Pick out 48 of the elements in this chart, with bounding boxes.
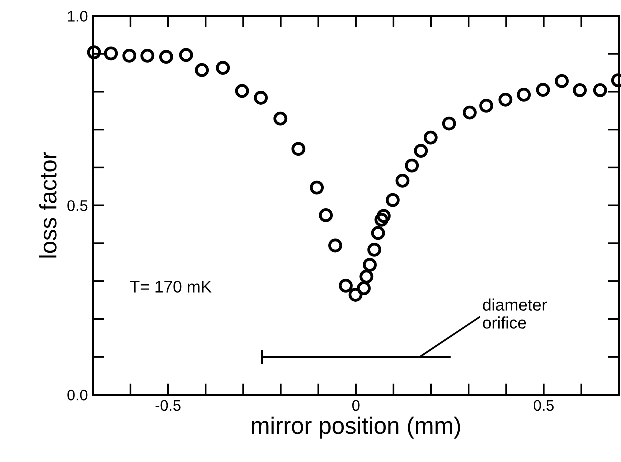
point [235,84,250,98]
point [122,49,137,63]
y-tick-label: 1.0 [68,11,88,22]
point [424,130,438,145]
point [360,270,374,284]
point [159,50,174,64]
point [368,242,382,257]
point [319,208,334,222]
point [463,106,477,120]
y-tick-label: 0.5 [68,200,88,212]
point [348,288,363,302]
point [386,193,400,208]
point [377,209,391,224]
point [179,48,194,62]
point [405,158,420,173]
point [442,116,456,131]
point [274,112,288,126]
point [140,49,155,63]
point [371,226,386,240]
point [555,74,569,88]
point [339,278,353,293]
point [414,144,428,158]
point [328,238,342,253]
point [195,63,210,78]
annotation: diameter orifice [483,298,548,329]
y-axis-title: loss factor [39,152,57,258]
point [104,46,118,61]
point [254,91,268,105]
point [292,142,306,156]
point [374,213,389,227]
x-tick-label: -0.5 [156,400,181,412]
point [480,99,494,113]
point [593,83,608,98]
point [498,92,513,107]
point [216,61,230,76]
x-tick-label: 0 [352,400,360,412]
point [357,282,371,296]
x-axis-title: mirror position (mm) [252,416,460,439]
point [536,83,550,97]
point [310,180,324,195]
point [363,258,377,272]
point [87,46,102,60]
x-tick-label: 0.5 [534,400,554,412]
point [573,83,588,98]
annotation: T= 170 mK [130,281,212,293]
y-tick-label: 0.0 [68,390,88,401]
point [517,88,532,102]
point [396,174,410,188]
